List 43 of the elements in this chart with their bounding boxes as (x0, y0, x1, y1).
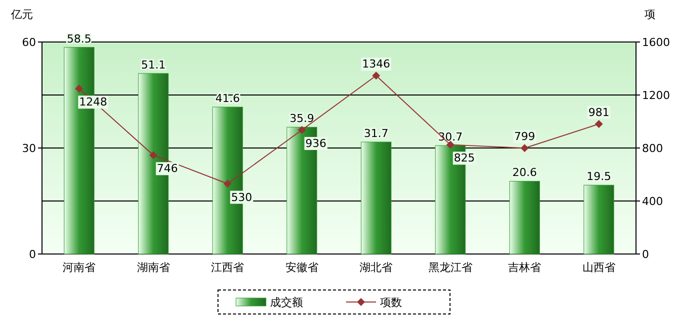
y2-tick-label: 1600 (642, 36, 670, 49)
x-tick-label: 安徽省 (285, 261, 318, 274)
bar (360, 142, 392, 254)
data-label: 35.9 (290, 112, 314, 126)
data-label: 51.1 (141, 58, 166, 72)
data-label: 1346 (362, 58, 390, 71)
point (224, 180, 232, 188)
data-label: 1248 (79, 96, 108, 109)
x-tick-label: 黑龙江省 (428, 261, 472, 274)
data-label: 20.6 (512, 166, 537, 180)
x-tick-label: 山西省 (582, 261, 616, 274)
point (298, 126, 306, 134)
legend-label: 项数 (380, 296, 402, 309)
legend-label: 成交额 (270, 296, 303, 309)
y-tick-label: 60 (22, 36, 36, 49)
point (594, 120, 603, 128)
x-tick-label: 吉林省 (508, 261, 542, 274)
data-label: 936 (305, 136, 326, 150)
point (372, 72, 380, 80)
data-label: 530 (231, 190, 252, 204)
data-label: 31.7 (364, 126, 388, 140)
data-label: 799 (514, 130, 536, 144)
x-tick-label: 河南省 (62, 261, 96, 274)
y-axis-title: 亿元 (10, 8, 33, 21)
y2-tick-label: 800 (642, 142, 663, 155)
data-label: 746 (156, 162, 178, 176)
point (520, 144, 529, 152)
x-tick-label: 江西省 (211, 261, 244, 274)
y2-tick-label: 0 (642, 248, 649, 261)
x-tick-label: 湖南省 (136, 261, 170, 274)
x-tick-label: 湖北省 (360, 261, 393, 274)
data-label: 981 (588, 106, 610, 120)
bar (509, 180, 540, 254)
point (75, 84, 84, 93)
data-label: 825 (454, 152, 475, 165)
bar (584, 184, 614, 254)
y2-tick-label: 1200 (642, 89, 670, 102)
y2-axis-title: 项 (644, 8, 656, 21)
y-tick-label: 0 (29, 248, 36, 261)
y-tick-label: 30 (22, 142, 36, 155)
y2-tick-label: 400 (642, 195, 663, 208)
data-label: 19.5 (586, 170, 612, 184)
point (149, 151, 158, 160)
